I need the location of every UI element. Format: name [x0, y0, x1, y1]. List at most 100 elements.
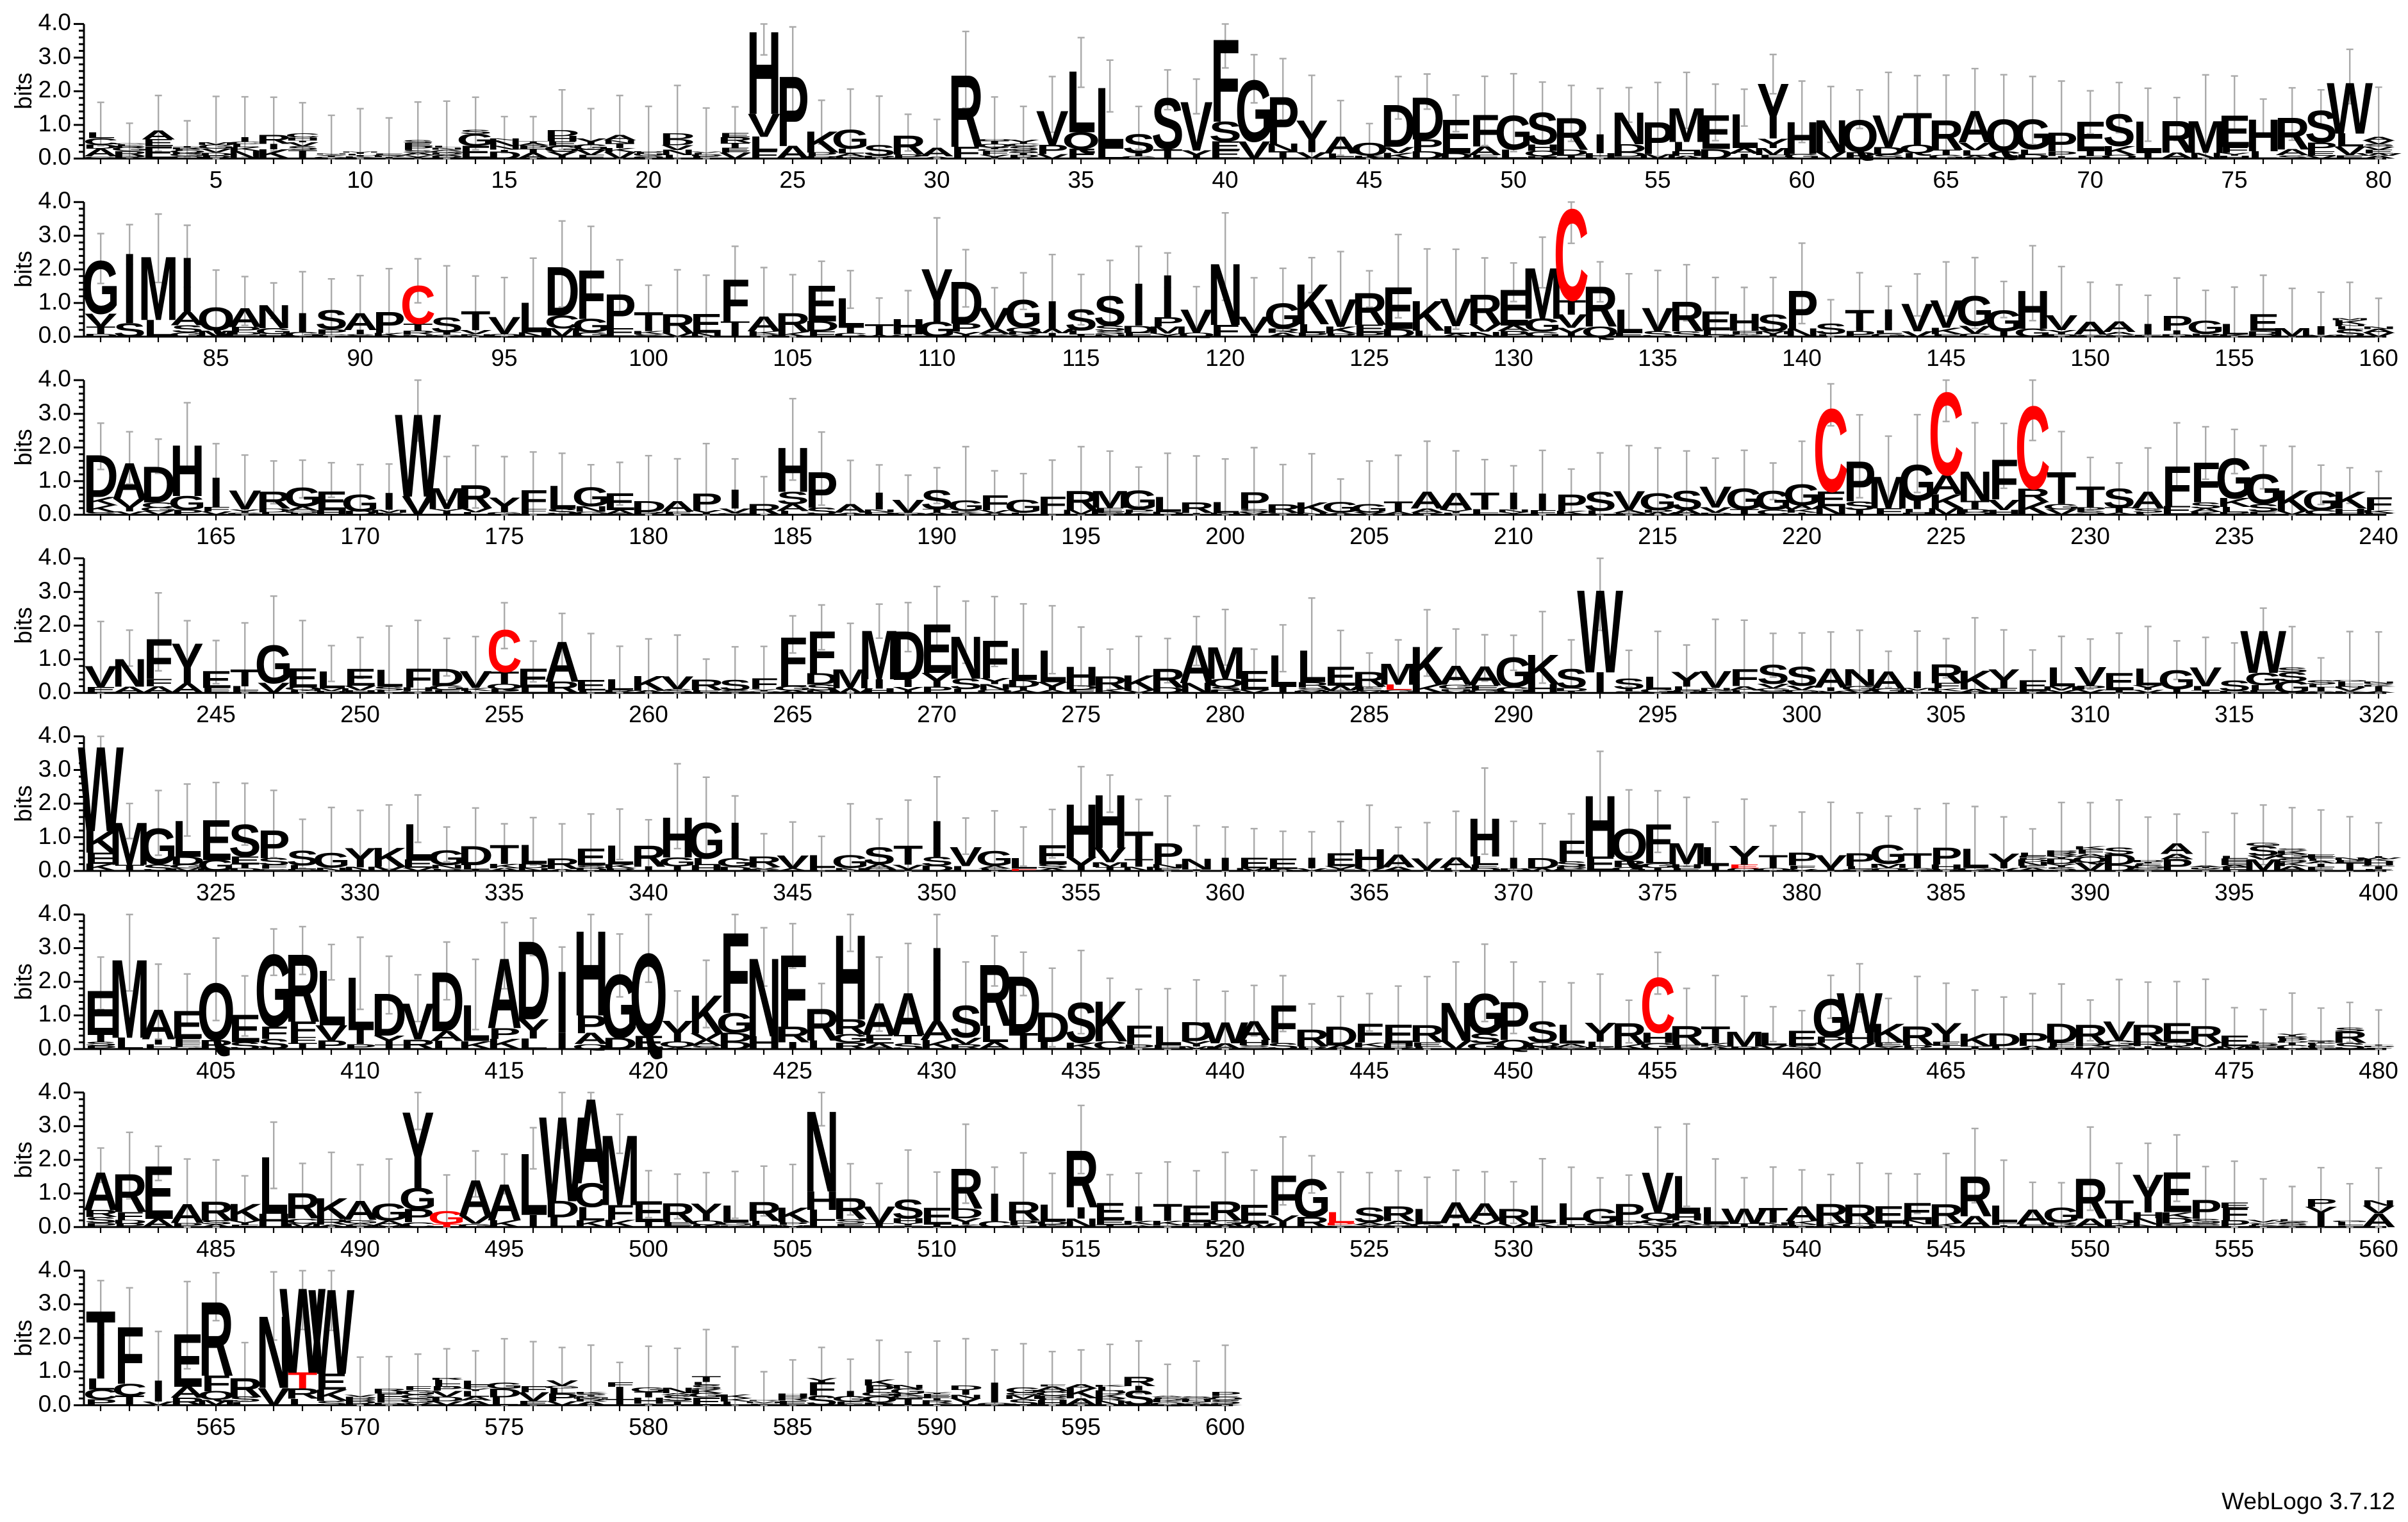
svg-text:bits: bits [10, 1141, 37, 1179]
svg-text:4.0: 4.0 [38, 1078, 71, 1104]
svg-text:V: V [690, 151, 723, 153]
svg-text:180: 180 [629, 523, 668, 549]
svg-text:P: P [1209, 1391, 1242, 1397]
svg-text:80: 80 [2365, 167, 2391, 193]
svg-text:T: T [461, 306, 491, 336]
svg-text:0.0: 0.0 [38, 856, 71, 882]
svg-text:270: 270 [917, 701, 957, 727]
svg-text:H: H [1093, 780, 1128, 864]
svg-text:bits: bits [10, 251, 37, 288]
svg-text:F: F [2162, 454, 2191, 519]
svg-text:D: D [545, 128, 580, 138]
svg-text:L: L [317, 666, 346, 693]
svg-text:F: F [980, 629, 1009, 690]
svg-text:A: A [602, 133, 638, 142]
svg-text:435: 435 [1061, 1057, 1101, 1084]
svg-text:G: G [1870, 840, 1908, 870]
svg-text:F: F [1355, 1018, 1384, 1049]
svg-text:E: E [2218, 1032, 2251, 1049]
svg-text:I: I [1161, 263, 1175, 331]
svg-text:L: L [345, 963, 375, 1047]
svg-text:195: 195 [1061, 523, 1101, 549]
svg-text:N: N [891, 1384, 926, 1389]
svg-text:N: N [256, 298, 292, 335]
svg-text:505: 505 [773, 1236, 812, 1262]
svg-text:F: F [778, 933, 807, 1048]
svg-text:250: 250 [340, 701, 380, 727]
svg-text:330: 330 [340, 879, 380, 906]
svg-text:R: R [1381, 1202, 1416, 1226]
svg-text:L: L [1268, 645, 1298, 697]
svg-text:375: 375 [1638, 879, 1678, 906]
svg-text:I: I [123, 233, 136, 345]
svg-text:4.0: 4.0 [38, 9, 71, 35]
svg-text:60: 60 [1788, 167, 1815, 193]
svg-text:N: N [2361, 326, 2396, 330]
svg-text:P: P [1786, 849, 1818, 870]
svg-text:3.0: 3.0 [38, 43, 71, 69]
svg-text:R: R [1583, 274, 1618, 339]
svg-text:R: R [1121, 1374, 1157, 1389]
svg-text:A: A [141, 128, 176, 142]
svg-text:V: V [777, 852, 809, 873]
svg-text:A: A [487, 1173, 522, 1232]
svg-text:3.0: 3.0 [38, 221, 71, 247]
svg-text:V: V [2074, 661, 2107, 692]
svg-text:1.0: 1.0 [38, 1357, 71, 1383]
svg-text:255: 255 [484, 701, 524, 727]
svg-text:L: L [1009, 855, 1038, 872]
svg-text:T: T [691, 1375, 721, 1384]
svg-text:T: T [1124, 823, 1153, 867]
svg-text:I: I [296, 308, 309, 338]
svg-text:I: I [1882, 304, 1895, 337]
svg-text:0.0: 0.0 [38, 1212, 71, 1239]
svg-text:F: F [720, 909, 750, 1038]
svg-text:S: S [1757, 659, 1790, 690]
svg-text:I: I [988, 1379, 1002, 1396]
svg-text:bits: bits [10, 607, 37, 644]
svg-text:550: 550 [2070, 1236, 2110, 1262]
svg-text:F: F [1037, 1384, 1067, 1387]
svg-text:4.0: 4.0 [38, 543, 71, 570]
svg-text:E: E [1267, 855, 1299, 872]
svg-text:T: T [1902, 103, 1932, 154]
svg-text:1.0: 1.0 [38, 823, 71, 849]
svg-text:A: A [2361, 136, 2396, 142]
svg-text:C: C [285, 132, 320, 138]
svg-text:Y: Y [690, 1198, 723, 1225]
svg-text:L: L [259, 1141, 288, 1232]
svg-text:D: D [2361, 1046, 2396, 1047]
svg-text:585: 585 [773, 1414, 812, 1440]
svg-text:380: 380 [1782, 879, 1822, 906]
svg-text:E: E [344, 664, 377, 691]
svg-text:595: 595 [1061, 1414, 1101, 1440]
svg-text:3.0: 3.0 [38, 1111, 71, 1137]
svg-text:100: 100 [629, 345, 668, 371]
svg-text:H: H [170, 429, 205, 511]
svg-text:220: 220 [1782, 523, 1822, 549]
svg-text:0.0: 0.0 [38, 1034, 71, 1061]
svg-text:L: L [1412, 1205, 1442, 1228]
svg-text:G: G [2245, 841, 2282, 847]
svg-text:260: 260 [629, 701, 668, 727]
svg-text:S: S [1123, 129, 1155, 160]
svg-text:N: N [2361, 681, 2396, 684]
svg-text:20: 20 [635, 167, 661, 193]
svg-text:30: 30 [923, 167, 950, 193]
svg-text:475: 475 [2214, 1057, 2254, 1084]
svg-text:T: T [864, 321, 894, 338]
svg-text:S: S [2276, 848, 2309, 851]
svg-text:T: T [490, 840, 520, 870]
svg-text:45: 45 [1356, 167, 1382, 193]
svg-text:2.0: 2.0 [38, 1145, 71, 1171]
svg-text:L: L [1009, 638, 1038, 690]
svg-text:90: 90 [347, 345, 373, 371]
svg-text:325: 325 [196, 879, 236, 906]
svg-text:Y: Y [1728, 840, 1761, 871]
svg-text:120: 120 [1205, 345, 1245, 371]
svg-text:F: F [1268, 995, 1298, 1055]
svg-text:F: F [1124, 1020, 1153, 1051]
svg-text:R: R [948, 1156, 984, 1221]
svg-text:1.0: 1.0 [38, 110, 71, 136]
svg-text:L: L [518, 840, 548, 870]
